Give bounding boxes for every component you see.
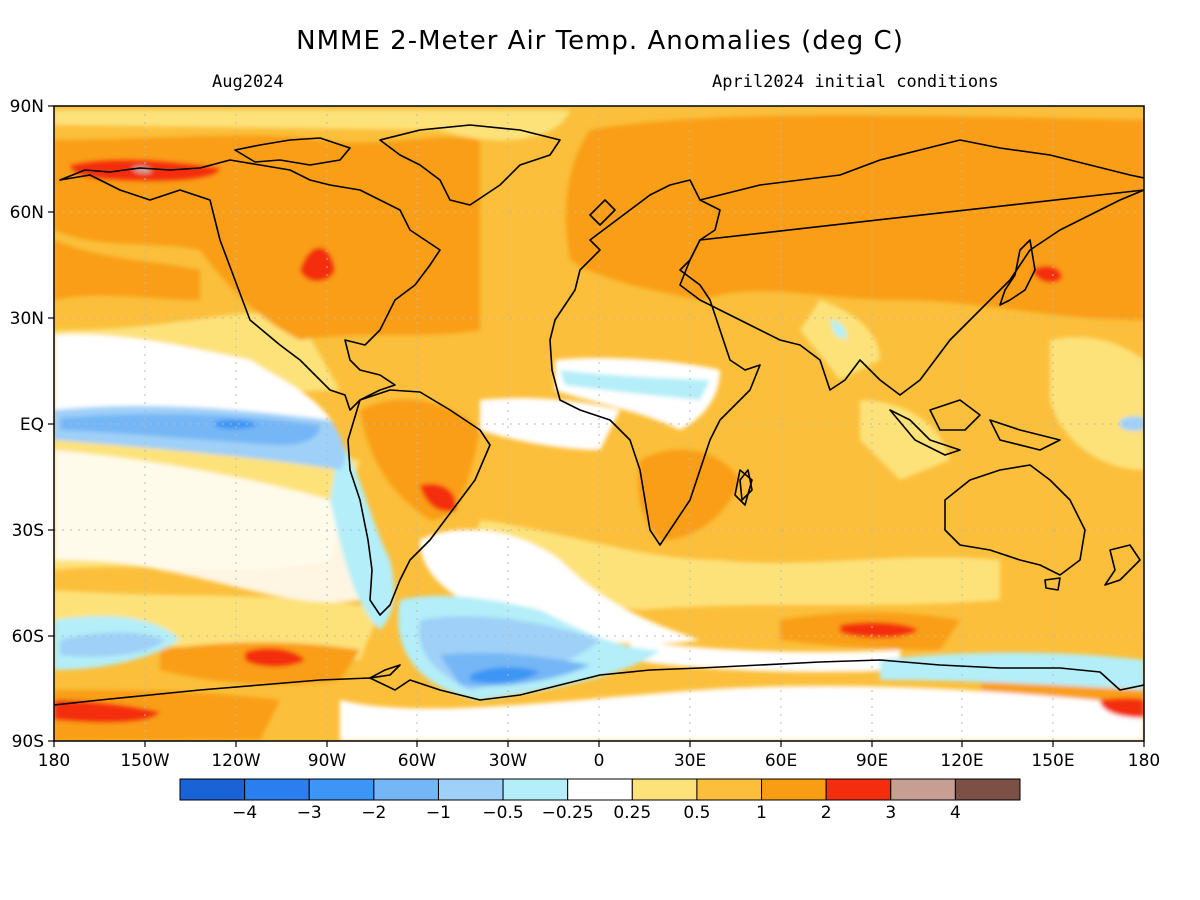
lon-label: 0 xyxy=(594,751,605,771)
colorbar-swatch xyxy=(244,778,310,801)
lat-label: 60N xyxy=(10,203,44,223)
initial-conditions: April2024 initial conditions xyxy=(712,72,999,92)
colorbar-swatch xyxy=(308,778,375,801)
colorbar-label: 0.5 xyxy=(683,803,710,823)
colorbar-swatch xyxy=(373,778,439,801)
lon-label: 180 xyxy=(1128,751,1160,771)
lon-label: 150W xyxy=(120,751,169,771)
colorbar: −4 −3 −2 −1 −0.5 −0.25 0.25 0.5 1 2 3 4 xyxy=(179,778,1021,823)
lon-label: 30E xyxy=(674,751,706,771)
colorbar-label: −2 xyxy=(361,803,386,823)
colorbar-label: 2 xyxy=(821,803,832,823)
colorbar-label: 4 xyxy=(950,803,961,823)
coastlines xyxy=(54,124,1144,706)
lon-label: 180 xyxy=(38,751,70,771)
lon-label: 120W xyxy=(211,751,260,771)
colorbar-swatch xyxy=(954,778,1021,801)
map-title: NMME 2-Meter Air Temp. Anomalies (deg C) xyxy=(296,26,904,56)
colorbar-label: 3 xyxy=(885,803,896,823)
lat-label: 90N xyxy=(10,97,44,117)
lon-labels: 180 150W 120W 90W 60W 30W 0 30E 60E 90E … xyxy=(38,751,1160,771)
colorbar-label: −0.25 xyxy=(542,803,594,823)
colorbar-label: −0.5 xyxy=(482,803,523,823)
lat-label: 60S xyxy=(12,627,44,647)
graticule xyxy=(54,106,1144,741)
colorbar-swatch xyxy=(567,778,633,801)
colorbar-label: −4 xyxy=(232,803,257,823)
anomaly-field xyxy=(54,106,1144,741)
colorbar-swatch xyxy=(179,778,246,801)
lon-label: 60E xyxy=(765,751,797,771)
colorbar-swatch xyxy=(437,778,504,801)
lat-labels: 90N 60N 30N EQ 30S 60S 90S xyxy=(10,97,44,752)
lon-label: 30W xyxy=(489,751,528,771)
colorbar-swatch xyxy=(696,778,763,801)
colorbar-swatch xyxy=(761,778,827,801)
colorbar-swatch xyxy=(890,778,956,801)
forecast-period: Aug2024 xyxy=(212,72,284,92)
colorbar-label: −1 xyxy=(426,803,451,823)
lon-label: 90E xyxy=(856,751,888,771)
axis-ticks xyxy=(48,105,1145,747)
lon-label: 60W xyxy=(398,751,437,771)
colorbar-swatch xyxy=(825,778,892,801)
lat-label: EQ xyxy=(20,415,44,435)
colorbar-swatch xyxy=(631,778,698,801)
colorbar-label: −3 xyxy=(297,803,322,823)
colorbar-swatch xyxy=(502,778,569,801)
lon-label: 150E xyxy=(1031,751,1074,771)
lat-label: 90S xyxy=(12,732,44,752)
lon-label: 120E xyxy=(940,751,983,771)
colorbar-label: 0.25 xyxy=(613,803,651,823)
lon-label: 90W xyxy=(308,751,347,771)
lat-label: 30S xyxy=(12,521,44,541)
lat-label: 30N xyxy=(10,309,44,329)
colorbar-label: 1 xyxy=(756,803,767,823)
